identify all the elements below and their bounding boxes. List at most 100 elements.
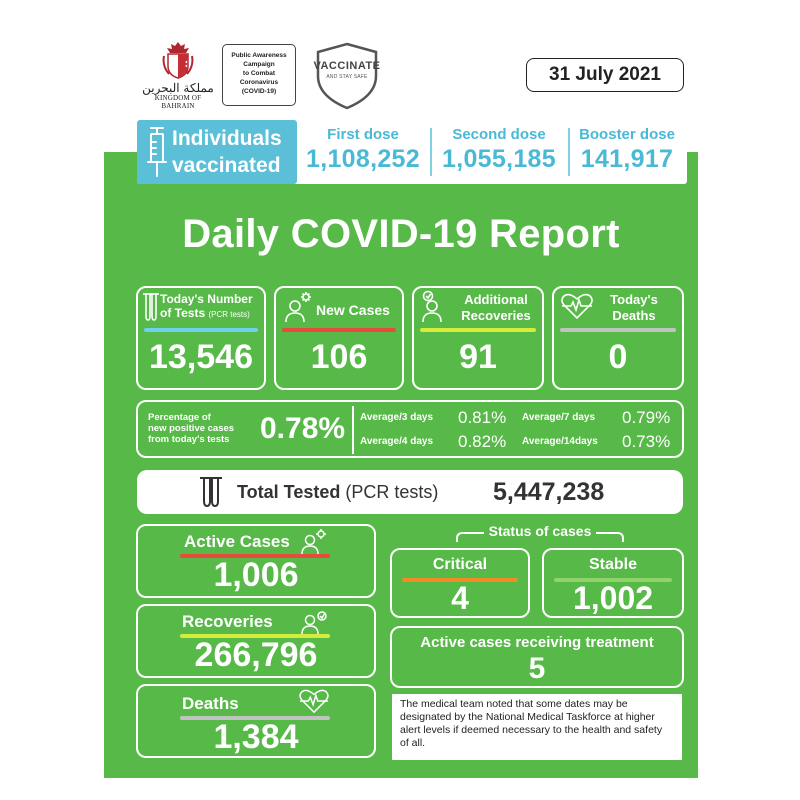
deaths-total-bar	[180, 716, 330, 720]
vaccinated-label: Individuals vaccinated	[172, 125, 282, 179]
second-dose: Second dose 1,055,185	[432, 126, 566, 174]
bracket-left	[456, 532, 484, 542]
percentage-card: Percentage of new positive cases from to…	[136, 400, 684, 458]
avg3-value: 0.81%	[458, 408, 507, 427]
avg7-value: 0.79%	[622, 408, 671, 427]
critical-bar	[402, 578, 518, 582]
percentage-label: Percentage of new positive cases from to…	[148, 412, 234, 445]
critical-value: 4	[451, 580, 469, 616]
heartbeat-icon	[299, 689, 329, 714]
percentage-label-line3: from today's tests	[148, 434, 230, 445]
crest-icon	[162, 42, 194, 79]
recoveries-total-card: Recoveries 266,796	[136, 604, 376, 678]
vaccinated-label-box: Individuals vaccinated	[137, 120, 297, 184]
divider	[568, 128, 570, 176]
recoveries-label: Additional Recoveries	[450, 292, 542, 324]
recoveries-total-label: Recoveries	[182, 612, 273, 631]
tests-value: 13,546	[149, 338, 253, 376]
avg14-value: 0.73%	[622, 432, 671, 451]
tests-card: Today's Number of Tests (PCR tests) 13,5…	[136, 286, 266, 390]
new-cases-bar	[282, 328, 396, 332]
deaths-label: Today's Deaths	[594, 292, 674, 324]
campaign-badge: Public Awareness Campaign to Combat Coro…	[222, 44, 296, 106]
total-tested-value: 5,447,238	[493, 478, 605, 506]
avg3-label: Average/3 days	[360, 412, 434, 423]
tests-label: Today's Number of Tests (PCR tests)	[160, 292, 253, 322]
stable-label: Stable	[588, 556, 637, 573]
first-dose-label: First dose	[327, 126, 399, 143]
deaths-value: 0	[608, 338, 628, 376]
person-recovery-icon	[301, 611, 327, 635]
status-heading: Status of cases	[488, 523, 592, 539]
new-cases-value: 106	[310, 338, 368, 376]
recoveries-value: 91	[459, 338, 497, 376]
kingdom-english: KINGDOM OF BAHRAIN	[154, 94, 202, 110]
avg7-label: Average/7 days	[522, 412, 596, 423]
divider	[430, 128, 432, 176]
kingdom-arabic: مملكة البحرين	[142, 81, 214, 95]
deaths-total-value: 1,384	[213, 718, 299, 756]
first-dose: First dose 1,108,252	[298, 126, 428, 174]
recoveries-label-line1: Additional	[464, 292, 528, 307]
recoveries-label-line2: Recoveries	[461, 308, 531, 323]
active-cases-value: 1,006	[213, 556, 299, 594]
medical-note: The medical team noted that some dates m…	[392, 694, 682, 760]
recoveries-card: Additional Recoveries 91	[412, 286, 544, 390]
total-tested-bar: Total Tested (PCR tests) 5,447,238	[137, 470, 683, 514]
recoveries-total-value: 266,796	[194, 636, 318, 674]
test-tubes-icon	[200, 477, 222, 508]
vaccinate-shield: VACCINATE AND STAY SAFE	[312, 42, 382, 110]
person-virus-icon	[301, 529, 326, 555]
deaths-card: Today's Deaths 0	[552, 286, 684, 390]
deaths-total-label: Deaths	[182, 694, 239, 713]
vaccinate-title: VACCINATE	[313, 60, 381, 72]
stable-value: 1,002	[572, 580, 654, 616]
deaths-bar	[560, 328, 676, 332]
percentage-label-line1: Percentage of	[148, 412, 211, 423]
tests-label-line1: Today's Number	[160, 292, 253, 306]
percentage-value: 0.78%	[260, 412, 346, 445]
shield-icon	[316, 42, 378, 110]
treatment-card: Active cases receiving treatment 5	[390, 626, 684, 688]
tests-label-line2: of Tests	[160, 306, 206, 320]
person-virus-icon	[285, 292, 311, 323]
report-panel	[104, 152, 698, 778]
new-cases-card: New Cases 106	[274, 286, 404, 390]
recoveries-bar	[420, 328, 536, 332]
report-date: 31 July 2021	[526, 58, 684, 92]
stable-bar	[554, 578, 672, 582]
second-dose-value: 1,055,185	[442, 145, 556, 173]
total-tested-label-rest: (PCR tests)	[345, 482, 439, 502]
critical-label: Critical	[432, 556, 488, 573]
percentage-label-line2: new positive cases	[148, 423, 235, 434]
new-cases-label: New Cases	[316, 302, 390, 318]
heartbeat-icon	[561, 293, 593, 320]
recoveries-total-bar	[180, 634, 330, 638]
active-cases-label: Active Cases	[184, 532, 290, 551]
active-cases-bar	[180, 554, 330, 558]
report-title: Daily COVID-19 Report	[182, 212, 620, 256]
stable-card: Stable 1,002	[542, 548, 684, 618]
vaccinate-subtitle: AND STAY SAFE	[326, 74, 368, 80]
deaths-total-card: Deaths 1,384	[136, 684, 376, 758]
treatment-value: 5	[528, 652, 546, 685]
person-recovery-icon	[422, 290, 442, 323]
tests-bar	[144, 328, 258, 332]
vaccinated-label-line1: Individuals	[172, 127, 282, 150]
test-tubes-icon	[143, 293, 159, 321]
tests-label-small: (PCR tests)	[208, 310, 250, 319]
bracket-right	[596, 532, 624, 542]
avg14-label: Average/14days	[522, 436, 598, 447]
avg4-value: 0.82%	[458, 432, 507, 451]
booster-dose: Booster dose 141,917	[570, 126, 684, 174]
treatment-label: Active cases receiving treatment	[420, 634, 654, 651]
total-tested-label: Total Tested (PCR tests)	[237, 482, 438, 503]
critical-card: Critical 4	[390, 548, 530, 618]
bahrain-crest: مملكة البحرين KINGDOM OF BAHRAIN	[138, 40, 218, 110]
avg4-label: Average/4 days	[360, 436, 434, 447]
divider	[352, 406, 354, 454]
booster-dose-value: 141,917	[580, 145, 674, 173]
active-cases-card: Active Cases 1,006	[136, 524, 376, 598]
vaccinated-label-line2: vaccinated	[172, 154, 281, 177]
total-tested-label-bold: Total Tested	[237, 482, 341, 502]
